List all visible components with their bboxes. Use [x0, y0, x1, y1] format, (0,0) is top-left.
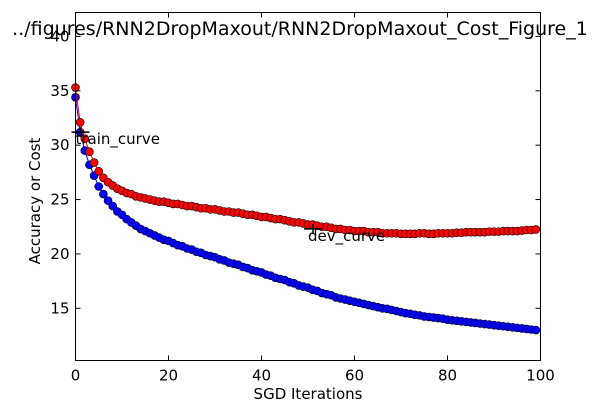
plot-frame [75, 12, 541, 361]
annotation-layer: train_curve dev_curve [71, 127, 385, 246]
y-tick-label: 30 [50, 136, 69, 154]
series-1-point [75, 118, 85, 127]
annotation-1-label: dev_curve [308, 227, 385, 246]
series-1 [71, 83, 541, 239]
x-tick-label: 80 [438, 367, 457, 385]
y-tick-label: 15 [50, 299, 69, 317]
x-tick-label: 0 [71, 367, 81, 385]
y-axis-label: Accuracy or Cost [26, 138, 44, 265]
y-tick-label: 40 [50, 27, 69, 45]
ticks-layer: 0 20 40 60 80 100 15 20 25 30 35 40 [50, 12, 555, 385]
x-tick-label: 60 [345, 367, 364, 385]
series-1-point [89, 158, 99, 167]
x-tick-label: 40 [252, 367, 271, 385]
series-0-point [108, 201, 117, 211]
series-0 [71, 93, 541, 335]
x-tick-label: 100 [526, 367, 555, 385]
series-0-point [94, 182, 104, 191]
annotation-0-label: train_curve [76, 130, 160, 149]
series-0-point [531, 325, 541, 335]
plot-area: 0 20 40 60 80 100 15 20 25 30 35 40 train_curve dev_… [50, 12, 555, 385]
series-0-point [99, 189, 108, 199]
y-tick-label: 35 [50, 82, 69, 100]
series-layer [71, 83, 541, 335]
x-axis-label: SGD Iterations [254, 385, 363, 400]
series-1-point [531, 225, 541, 234]
chart-title: ../figures/RNN2DropMaxout/RNN2DropMaxout… [12, 18, 588, 40]
series-1-point [85, 147, 94, 156]
series-1-point [80, 134, 90, 143]
y-tick-label: 25 [50, 191, 69, 209]
series-1-point [94, 166, 104, 176]
y-tick-label: 20 [50, 245, 69, 263]
x-tick-label: 20 [159, 367, 178, 385]
series-1-line [75, 87, 536, 235]
series-0-point [103, 196, 113, 205]
